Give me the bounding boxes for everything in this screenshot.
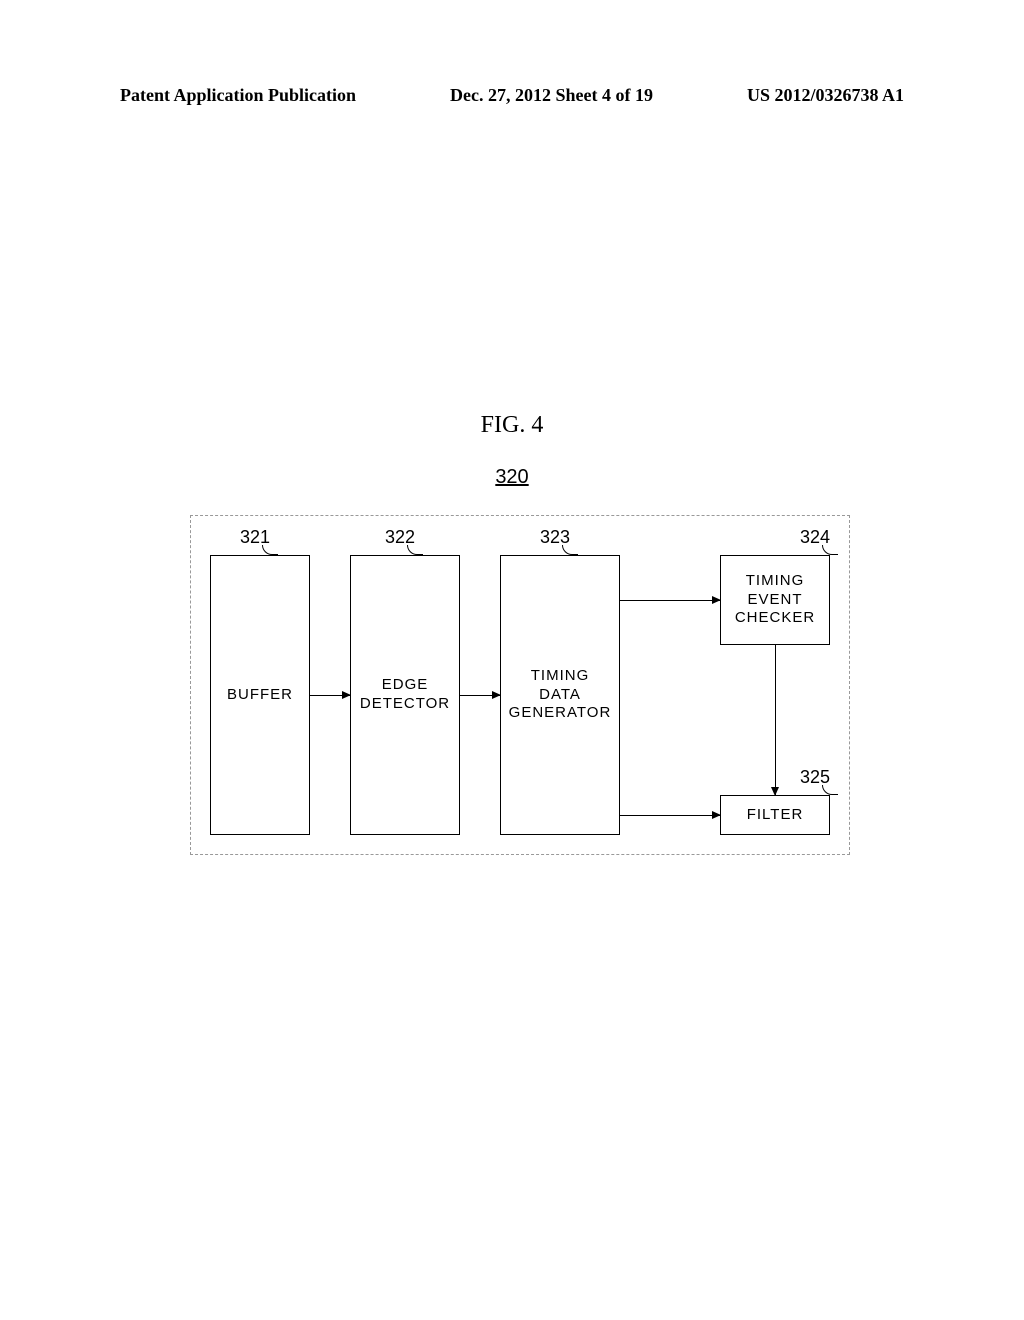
block-label: GENERATOR (509, 704, 612, 723)
block-label: TIMING (746, 572, 805, 591)
page-header: Patent Application Publication Dec. 27, … (0, 85, 1024, 106)
figure-group-ref: 320 (0, 466, 1024, 489)
block-label: FILTER (747, 806, 804, 825)
block-label: TIMING (531, 667, 590, 686)
arrow-icon (775, 645, 776, 795)
block-label: DETECTOR (360, 695, 450, 714)
arrow-icon (460, 695, 500, 696)
block-label: DATA (539, 686, 581, 705)
block-label: BUFFER (227, 686, 293, 705)
block-label: EVENT (747, 591, 802, 610)
header-left: Patent Application Publication (120, 85, 356, 106)
block-timing-event-checker: TIMING EVENT CHECKER (720, 555, 830, 645)
block-edge-detector: EDGE DETECTOR (350, 555, 460, 835)
arrow-icon (620, 600, 720, 601)
block-filter: FILTER (720, 795, 830, 835)
header-center: Dec. 27, 2012 Sheet 4 of 19 (450, 85, 653, 106)
arrow-icon (620, 815, 720, 816)
block-buffer: BUFFER (210, 555, 310, 835)
arrow-icon (310, 695, 350, 696)
block-label: CHECKER (735, 609, 815, 628)
block-timing-data-generator: TIMING DATA GENERATOR (500, 555, 620, 835)
block-label: EDGE (382, 676, 429, 695)
header-right: US 2012/0326738 A1 (747, 85, 904, 106)
figure-title: FIG. 4 (0, 412, 1024, 439)
block-diagram: 321 BUFFER 322 EDGE DETECTOR 323 TIMING … (190, 515, 850, 855)
